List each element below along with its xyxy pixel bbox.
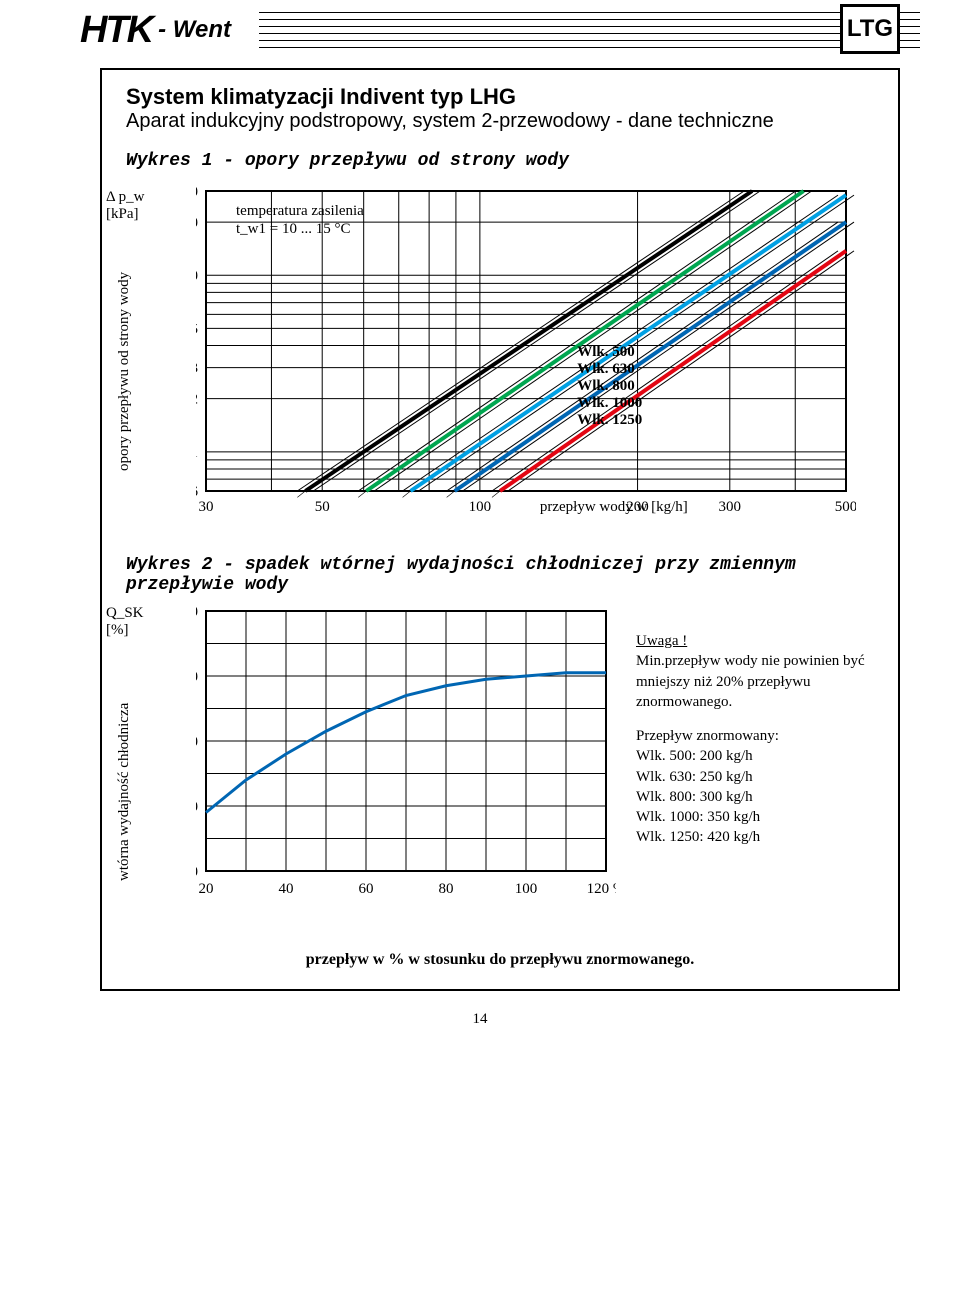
chart1-y-unit: [kPa] — [106, 206, 144, 223]
svg-text:temperatura zasilenia: temperatura zasilenia — [236, 203, 364, 219]
note-flow-0: Wlk. 500: 200 kg/h — [636, 746, 886, 766]
note-flow-1: Wlk. 630: 250 kg/h — [636, 767, 886, 787]
svg-text:500: 500 — [835, 499, 856, 515]
svg-text:10: 10 — [196, 268, 198, 284]
svg-text:20: 20 — [196, 215, 198, 231]
chart2-y-symbol: Q_SK [%] — [106, 605, 144, 639]
svg-text:t_w1 = 10 ... 15 °C: t_w1 = 10 ... 15 °C — [236, 221, 350, 237]
note-flow-3: Wlk. 1000: 350 kg/h — [636, 807, 886, 827]
svg-text:100: 100 — [515, 881, 538, 897]
note-block: Uwaga ! Min.przepływ wody nie powinien b… — [636, 631, 886, 848]
note-flow-4: Wlk. 1250: 420 kg/h — [636, 827, 886, 847]
svg-text:40: 40 — [279, 881, 294, 897]
svg-text:50: 50 — [315, 499, 330, 515]
note-heading: Uwaga ! — [636, 631, 886, 651]
svg-text:40: 40 — [196, 864, 198, 880]
chart1-area: Δ p_w [kPa] opory przepływu od strony wo… — [126, 181, 874, 551]
chart1-y-axis-title: opory przepływu od strony wody — [116, 272, 133, 471]
svg-text:0,6: 0,6 — [196, 484, 199, 500]
svg-text:20: 20 — [199, 881, 214, 897]
chart2-svg: 40608010012020406080100120 % — [196, 601, 616, 901]
svg-text:Wlk. 630: Wlk. 630 — [577, 361, 635, 377]
doc-title-1: System klimatyzacji Indivent typ LHG — [126, 84, 874, 110]
chart1-y-symbol: Δ p_w [kPa] — [106, 189, 144, 223]
svg-text:Wlk. 1250: Wlk. 1250 — [577, 412, 642, 428]
svg-text:30: 30 — [199, 499, 214, 515]
chart1-caption: Wykres 1 - opory przepływu od strony wod… — [126, 151, 874, 171]
page-frame: System klimatyzacji Indivent typ LHG Apa… — [100, 68, 900, 991]
svg-text:120 %: 120 % — [587, 881, 616, 897]
header-divider — [259, 12, 920, 48]
svg-text:80: 80 — [439, 881, 454, 897]
doc-title-2: Aparat indukcyjny podstropowy, system 2-… — [126, 110, 874, 133]
svg-text:2: 2 — [196, 392, 198, 408]
note-text: Min.przepływ wody nie powinien być mniej… — [636, 651, 886, 712]
chart2-y-unit: [%] — [106, 622, 144, 639]
svg-text:80: 80 — [196, 734, 198, 750]
svg-text:60: 60 — [196, 799, 198, 815]
svg-text:100: 100 — [196, 669, 198, 685]
note-flow-title: Przepływ znormowany: — [636, 726, 886, 746]
chart2-caption: Wykres 2 - spadek wtórnej wydajności chł… — [126, 555, 874, 595]
chart2-area: Q_SK [%] wtórna wydajność chłodnicza 406… — [126, 601, 874, 921]
chart2-y-axis-title: wtórna wydajność chłodnicza — [116, 703, 133, 881]
svg-text:1: 1 — [196, 445, 198, 461]
svg-text:3: 3 — [196, 361, 198, 377]
svg-text:5: 5 — [196, 321, 198, 337]
brand-logo-went: - Went — [158, 16, 231, 44]
svg-text:przepływ wody w [kg/h]: przepływ wody w [kg/h] — [540, 499, 688, 515]
chart2-x-axis-title: przepływ w % w stosunku do przepływu zno… — [126, 951, 874, 969]
svg-text:300: 300 — [719, 499, 742, 515]
brand-logo-htk: HTK — [80, 9, 152, 52]
chart1-svg: 0,612351020303050100200300500przepływ wo… — [196, 181, 856, 541]
svg-text:Wlk. 800: Wlk. 800 — [577, 378, 635, 394]
svg-text:60: 60 — [359, 881, 374, 897]
brand-logo-ltg: LTG — [840, 4, 900, 54]
chart2-y-symbol-text: Q_SK — [106, 605, 144, 621]
svg-text:100: 100 — [469, 499, 492, 515]
svg-text:Wlk. 1000: Wlk. 1000 — [577, 395, 642, 411]
note-flow-2: Wlk. 800: 300 kg/h — [636, 787, 886, 807]
svg-text:Wlk. 500: Wlk. 500 — [577, 344, 635, 360]
svg-text:30: 30 — [196, 184, 198, 200]
chart1-y-symbol-text: Δ p_w — [106, 189, 144, 205]
page-number: 14 — [0, 1011, 960, 1028]
svg-text:120: 120 — [196, 604, 198, 620]
page-header: HTK - Went LTG — [0, 0, 960, 60]
